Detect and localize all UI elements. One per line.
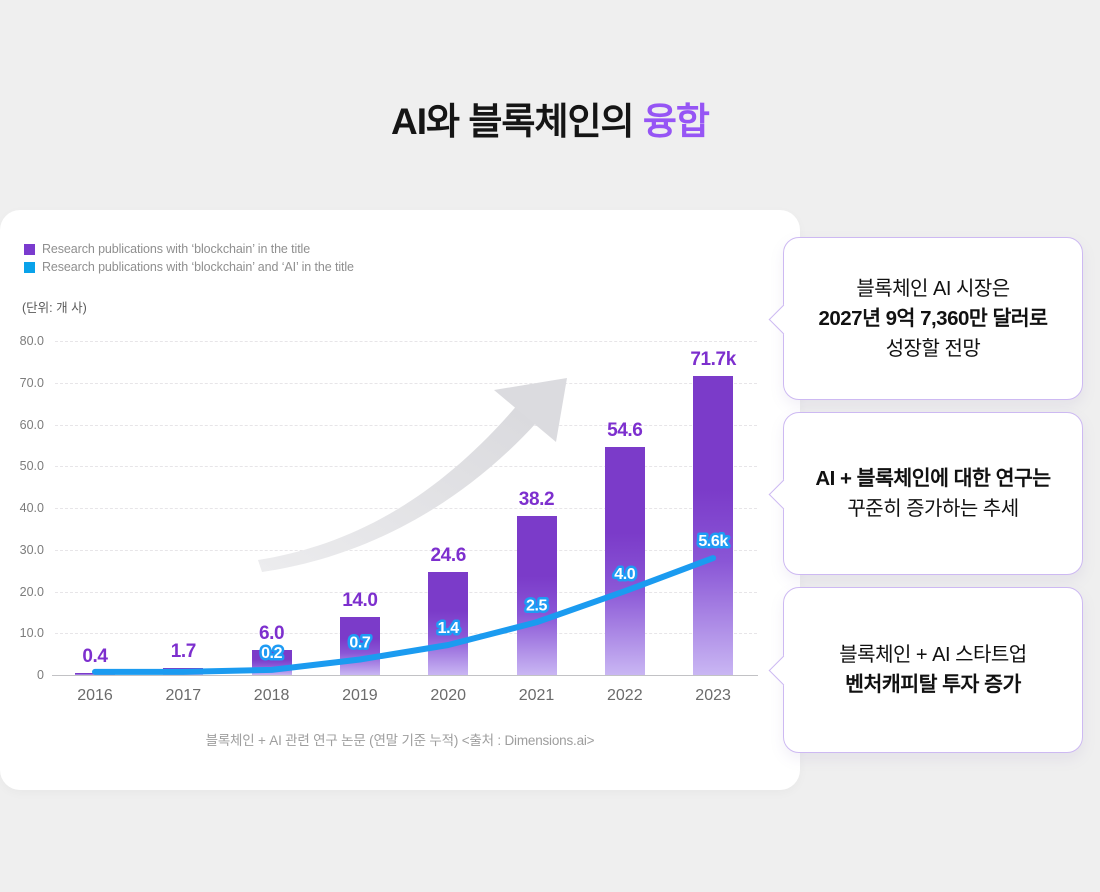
- line-value-label: 5.6k: [698, 533, 728, 550]
- callout-vc-investment: 블록체인 + AI 스타트업 벤처캐피탈 투자 증가: [783, 587, 1083, 753]
- bar-value-label: 1.7: [170, 640, 197, 662]
- line-value-label: 4.0: [614, 566, 636, 583]
- page-title-accent: 융합: [642, 101, 710, 142]
- chart-card: Research publications with ‘blockchain’ …: [0, 210, 800, 790]
- callout-research-trend: AI + 블록체인에 대한 연구는 꾸준히 증가하는 추세: [783, 412, 1083, 575]
- gridline: [55, 341, 757, 342]
- bar: [604, 447, 645, 675]
- bar: [516, 515, 557, 675]
- bar-value-label: 24.6: [430, 545, 466, 567]
- y-axis-tick-label: 80.0: [19, 334, 44, 348]
- callout-text-line: 블록체인 + AI 스타트업: [839, 644, 1027, 666]
- chart-legend: Research publications with ‘blockchain’ …: [24, 240, 354, 276]
- line-series: [92, 555, 717, 675]
- callout-text-line: 2027년 9억 7,360만 달러로: [818, 306, 1048, 330]
- line-value-label: 0.2: [261, 645, 283, 662]
- bar-value-label: 0.4: [82, 646, 108, 667]
- legend-label: Research publications with ‘blockchain’ …: [42, 260, 354, 274]
- y-axis-tick-label: 50.0: [19, 459, 44, 474]
- gridline: [55, 382, 757, 384]
- chart-caption: 블록체인 + AI 관련 연구 논문 (연말 기준 누적) <출처 : Dime…: [205, 733, 595, 748]
- x-axis-label: 2021: [518, 687, 555, 704]
- line-value-label: 1.4: [438, 620, 460, 637]
- bar: [693, 375, 734, 675]
- x-axis-label: 2019: [342, 687, 378, 704]
- bar-value-label: 6.0: [258, 622, 285, 644]
- callout-text-line: 꾸준히 증가하는 추세: [847, 497, 1019, 520]
- page-title: AI와 블록체인의 융합: [0, 100, 1100, 144]
- callout-text-line: 성장할 전망: [885, 337, 981, 360]
- bar-value-label: 54.6: [607, 420, 643, 442]
- bar-value-label: 38.2: [518, 488, 555, 510]
- bar-value-label: 71.7k: [690, 348, 736, 370]
- line-value-labels: 0.2 0.7 1.4 2.5 4.0 5.6k: [259, 531, 732, 665]
- legend-swatch-blue-icon: [24, 261, 35, 273]
- y-axis-tick-label: 70.0: [19, 375, 44, 390]
- callout-market-forecast: 블록체인 AI 시장은 2027년 9억 7,360만 달러로 성장할 전망: [783, 237, 1083, 400]
- y-axis-tick-label: 0: [37, 668, 44, 682]
- gridline: [55, 591, 757, 593]
- legend-item-blockchain: Research publications with ‘blockchain’ …: [24, 240, 354, 258]
- legend-label: Research publications with ‘blockchain’ …: [42, 242, 311, 256]
- x-axis-label: 2022: [607, 687, 643, 704]
- legend-item-blockchain-ai: Research publications with ‘blockchain’ …: [24, 258, 354, 276]
- y-axis-tick-label: 30.0: [19, 542, 44, 557]
- x-axis-label: 2017: [165, 687, 202, 704]
- trend-arrow-icon: [258, 378, 567, 572]
- bar: [428, 572, 469, 675]
- legend-swatch-purple-icon: [24, 243, 35, 255]
- x-axis-label: 2020: [430, 687, 466, 704]
- gridline: [55, 424, 757, 426]
- plot-area: 0.2 0.7 1.4 2.5 4.0 5.6k 80.0 70.0 60.0 50.0 40.0…: [0, 210, 800, 790]
- gridline: [55, 466, 757, 468]
- line-value-label: 2.5: [526, 597, 548, 614]
- gridline: [55, 549, 757, 551]
- x-axis-label: 2023: [695, 687, 731, 704]
- bar-value-label: 14.0: [342, 589, 378, 611]
- y-axis-tick-label: 60.0: [19, 417, 44, 432]
- callout-text-line: 벤처캐피탈 투자 증가: [845, 673, 1021, 696]
- gridline: [55, 633, 757, 635]
- callout-text-line: AI + 블록체인에 대한 연구는: [815, 466, 1051, 490]
- bar: [339, 616, 380, 675]
- page-title-prefix: AI와 블록체인의: [391, 101, 643, 142]
- y-axis-tick-label: 20.0: [19, 584, 44, 599]
- x-axis-label: 2016: [77, 687, 113, 704]
- trend-arrow-layer: [258, 378, 567, 572]
- y-axis-tick-label: 40.0: [19, 501, 44, 515]
- x-axis-line: [52, 675, 758, 676]
- callout-text-line: 블록체인 AI 시장은: [856, 277, 1010, 300]
- x-axis-label: 2018: [253, 687, 290, 704]
- unit-label: (단위: 개 사): [22, 301, 87, 315]
- line-value-label: 0.7: [349, 635, 371, 652]
- line-series-layer: 0.2 0.7 1.4 2.5 4.0 5.6k: [92, 531, 732, 675]
- y-axis-tick-label: 10.0: [19, 626, 44, 641]
